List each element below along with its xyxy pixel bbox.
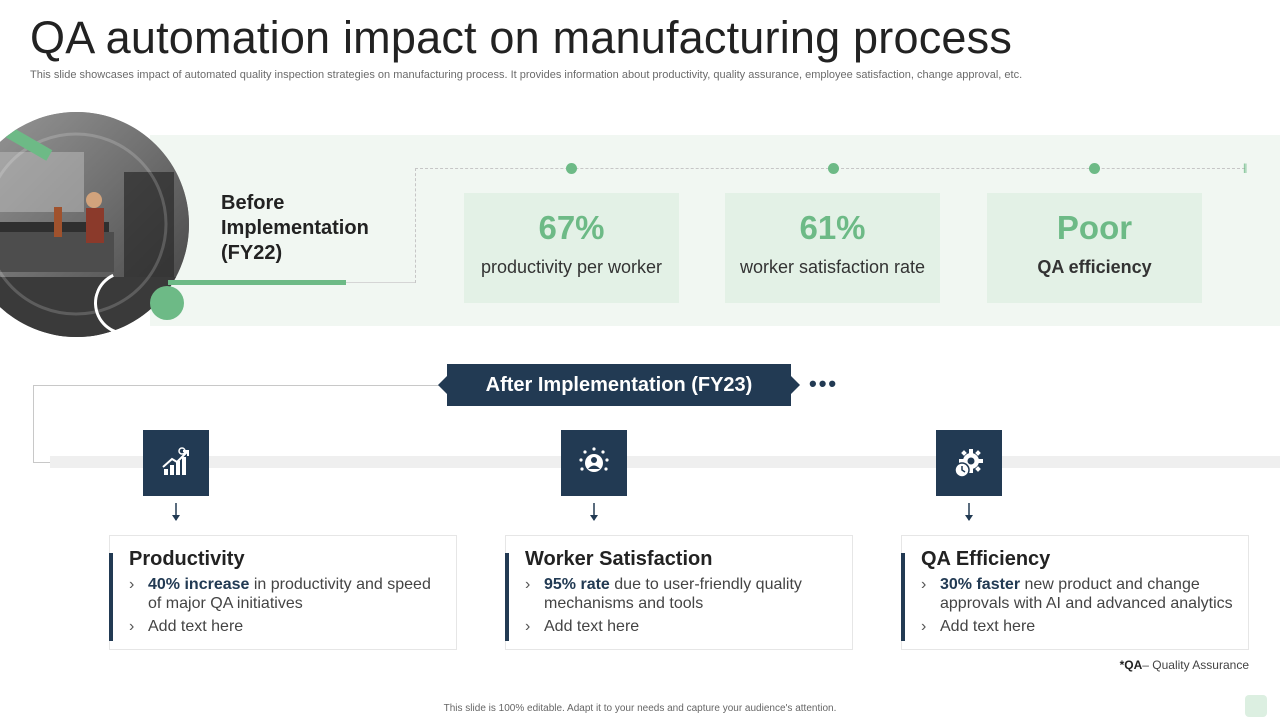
kpi-label: QA efficiency bbox=[1037, 257, 1152, 277]
card-points: 30% faster new product and change approv… bbox=[921, 575, 1240, 640]
gear-clock-icon bbox=[936, 430, 1002, 496]
after-implementation-banner: After Implementation (FY23) bbox=[438, 364, 800, 406]
after-timeline-track bbox=[50, 456, 1280, 468]
kpi-productivity: 67% productivity per worker bbox=[464, 193, 679, 303]
before-label-line: (FY22) bbox=[221, 242, 283, 264]
slide-footer: This slide is 100% editable. Adapt it to… bbox=[443, 703, 837, 714]
timeline-vertical-dash bbox=[415, 168, 416, 283]
slide-subtitle: This slide showcases impact of automated… bbox=[30, 69, 1023, 81]
card-accent-bar bbox=[109, 553, 113, 641]
satisfied-worker-icon bbox=[561, 430, 627, 496]
more-dots-icon: ••• bbox=[809, 371, 839, 396]
before-label-line: Implementation bbox=[221, 217, 369, 239]
card-point-text: due to user-friendly quality mechanisms … bbox=[544, 576, 802, 612]
kpi-worker-satisfaction: 61% worker satisfaction rate bbox=[725, 193, 940, 303]
timeline-dot bbox=[1089, 163, 1100, 174]
card-title: QA Efficiency bbox=[921, 548, 1051, 570]
card-point-highlight: 40% increase bbox=[148, 576, 250, 593]
card-point: 40% increase in productivity and speed o… bbox=[129, 575, 448, 613]
card-point-highlight: 30% faster bbox=[940, 576, 1021, 593]
footnote-definition: – Quality Assurance bbox=[1142, 658, 1249, 672]
timeline-dot bbox=[566, 163, 577, 174]
kpi-label: worker satisfaction rate bbox=[739, 257, 926, 277]
before-implementation-label: Before Implementation (FY22) bbox=[221, 191, 369, 266]
growth-chart-icon bbox=[143, 430, 209, 496]
after-bracket-outline bbox=[33, 385, 453, 463]
card-points: 95% rate due to user-friendly quality me… bbox=[525, 575, 844, 640]
card-point: 30% faster new product and change approv… bbox=[921, 575, 1240, 613]
qa-footnote: *QA– Quality Assurance bbox=[1120, 658, 1249, 672]
card-point: 95% rate due to user-friendly quality me… bbox=[525, 575, 844, 613]
card-point: Add text here bbox=[129, 617, 448, 636]
footnote-abbr: *QA bbox=[1119, 658, 1143, 672]
card-accent-bar bbox=[505, 553, 509, 641]
card-point: Add text here bbox=[525, 617, 844, 636]
kpi-value: 67% bbox=[538, 209, 605, 246]
arrow-down-icon bbox=[965, 503, 973, 521]
arrow-down-icon bbox=[172, 503, 180, 521]
card-title: Worker Satisfaction bbox=[525, 548, 713, 570]
before-label-line: Before bbox=[221, 192, 285, 214]
kpi-qa-efficiency: Poor QA efficiency bbox=[987, 193, 1202, 303]
kpi-label: productivity per worker bbox=[480, 257, 663, 277]
productivity-card: Productivity 40% increase in productivit… bbox=[109, 535, 457, 650]
timeline-end-mark: || bbox=[1243, 163, 1247, 174]
worker-satisfaction-card: Worker Satisfaction 95% rate due to user… bbox=[505, 535, 853, 650]
corner-decoration bbox=[1245, 695, 1267, 717]
timeline-dot bbox=[828, 163, 839, 174]
card-title: Productivity bbox=[129, 548, 245, 570]
card-point-highlight: 95% rate bbox=[544, 576, 610, 593]
before-accent-bar bbox=[168, 280, 346, 285]
qa-efficiency-card: QA Efficiency 30% faster new product and… bbox=[901, 535, 1249, 650]
arrow-down-icon bbox=[590, 503, 598, 521]
card-point-text: new product and change approvals with AI… bbox=[940, 576, 1233, 612]
card-point: Add text here bbox=[921, 617, 1240, 636]
card-points: 40% increase in productivity and speed o… bbox=[129, 575, 448, 640]
card-point-text: in productivity and speed of major QA in… bbox=[148, 576, 431, 612]
slide-title: QA automation impact on manufacturing pr… bbox=[30, 12, 1013, 63]
before-accent-dot bbox=[150, 286, 184, 320]
kpi-value: Poor bbox=[1056, 209, 1133, 246]
before-connector-line bbox=[346, 282, 416, 283]
card-accent-bar bbox=[901, 553, 905, 641]
kpi-value: 61% bbox=[799, 209, 866, 246]
